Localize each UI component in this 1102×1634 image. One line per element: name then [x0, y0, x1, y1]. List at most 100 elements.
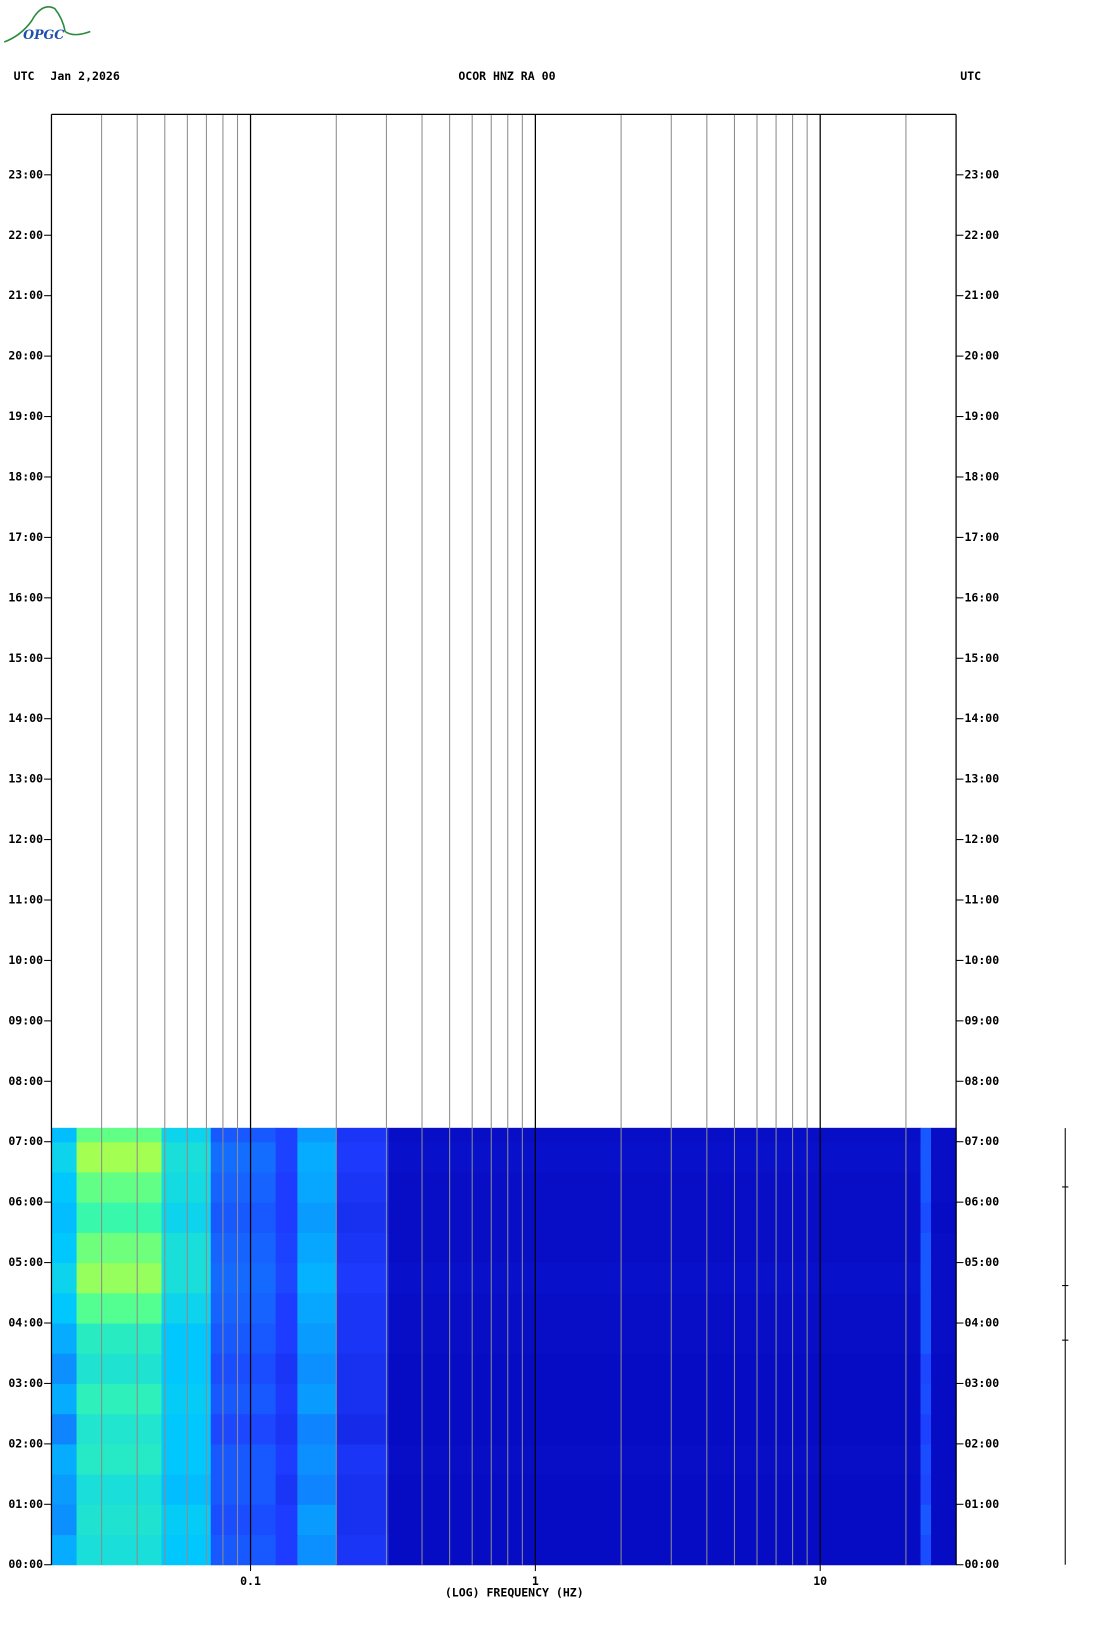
cell — [388, 1171, 922, 1203]
cell — [336, 1202, 390, 1233]
cell — [51, 1127, 78, 1143]
y-tick-label: 11:00 — [964, 892, 999, 906]
right-label: UTC — [960, 69, 981, 83]
cell — [275, 1292, 298, 1324]
cell — [336, 1127, 390, 1143]
cell — [51, 1292, 78, 1324]
cell — [297, 1323, 337, 1354]
x-axis-label: (LOG) FREQUENCY (HZ) — [445, 1586, 584, 1600]
y-tick-label: 14:00 — [8, 711, 43, 725]
cell — [76, 1534, 163, 1566]
logo-text: OPGC — [23, 27, 64, 42]
y-tick-label: 09:00 — [964, 1013, 999, 1027]
y-tick-label: 13:00 — [964, 772, 999, 786]
cell — [275, 1202, 298, 1233]
cell — [920, 1262, 932, 1294]
x-tick-label: 1 — [532, 1574, 539, 1588]
cell — [297, 1383, 337, 1415]
cell — [76, 1504, 163, 1536]
y-tick-label: 17:00 — [8, 530, 43, 544]
cell — [920, 1202, 932, 1233]
cell — [76, 1202, 163, 1233]
y-tick-label: 06:00 — [964, 1195, 999, 1209]
cell — [931, 1474, 957, 1505]
cell — [931, 1323, 957, 1354]
x-tick-label: 0.1 — [240, 1574, 261, 1588]
cell — [275, 1383, 298, 1415]
cell — [76, 1383, 163, 1415]
cell — [931, 1504, 957, 1536]
y-tick-label: 03:00 — [964, 1376, 999, 1390]
cell — [161, 1232, 212, 1264]
cell — [920, 1413, 932, 1445]
cell — [920, 1171, 932, 1203]
cell — [76, 1353, 163, 1384]
cell — [931, 1292, 957, 1324]
cell — [920, 1443, 932, 1475]
cell — [297, 1292, 337, 1324]
cell — [297, 1127, 337, 1143]
cell — [920, 1474, 932, 1505]
y-tick-label: 07:00 — [8, 1134, 43, 1148]
cell — [920, 1383, 932, 1415]
y-tick-label: 12:00 — [8, 832, 43, 846]
logo: OPGC — [3, 6, 91, 43]
cell — [51, 1383, 78, 1415]
cell — [920, 1353, 932, 1384]
cell — [388, 1292, 922, 1324]
cell — [51, 1232, 78, 1264]
cell — [388, 1534, 922, 1566]
cell — [388, 1474, 922, 1505]
y-tick-label: 05:00 — [964, 1255, 999, 1269]
y-tick-label: 18:00 — [964, 469, 999, 483]
cell — [51, 1413, 78, 1445]
cell — [931, 1171, 957, 1203]
cell — [336, 1474, 390, 1505]
cell — [388, 1383, 922, 1415]
cell — [161, 1292, 212, 1324]
cell — [210, 1353, 277, 1384]
cell — [275, 1504, 298, 1536]
y-tick-label: 21:00 — [8, 288, 43, 302]
cell — [210, 1141, 277, 1173]
y-tick-label: 16:00 — [8, 590, 43, 604]
cell — [336, 1443, 390, 1475]
cell — [210, 1474, 277, 1505]
cell — [297, 1353, 337, 1384]
cell — [388, 1323, 922, 1354]
cell — [51, 1323, 78, 1354]
cell — [210, 1262, 277, 1294]
cell — [920, 1323, 932, 1354]
chart-title: OCOR HNZ RA 00 — [458, 69, 555, 83]
cell — [388, 1413, 922, 1445]
cell — [275, 1232, 298, 1264]
cell — [161, 1141, 212, 1173]
cell — [210, 1443, 277, 1475]
cell — [931, 1413, 957, 1445]
cell — [297, 1534, 337, 1566]
cell — [51, 1171, 78, 1203]
cell — [336, 1413, 390, 1445]
cell — [275, 1353, 298, 1384]
cell — [210, 1323, 277, 1354]
cell — [51, 1443, 78, 1475]
y-tick-label: 19:00 — [8, 409, 43, 423]
cell — [161, 1353, 212, 1384]
cell — [161, 1127, 212, 1143]
cell — [920, 1292, 932, 1324]
cell — [931, 1443, 957, 1475]
y-tick-label: 01:00 — [964, 1497, 999, 1511]
cell — [336, 1232, 390, 1264]
cell — [920, 1504, 932, 1536]
x-tick-label: 10 — [813, 1574, 827, 1588]
cell — [210, 1534, 277, 1566]
cell — [161, 1171, 212, 1203]
cell — [210, 1232, 277, 1264]
y-tick-label: 02:00 — [964, 1436, 999, 1450]
cell — [76, 1171, 163, 1203]
cell — [275, 1262, 298, 1294]
y-tick-label: 21:00 — [964, 288, 999, 302]
cell — [297, 1232, 337, 1264]
cell — [161, 1443, 212, 1475]
cell — [161, 1262, 212, 1294]
